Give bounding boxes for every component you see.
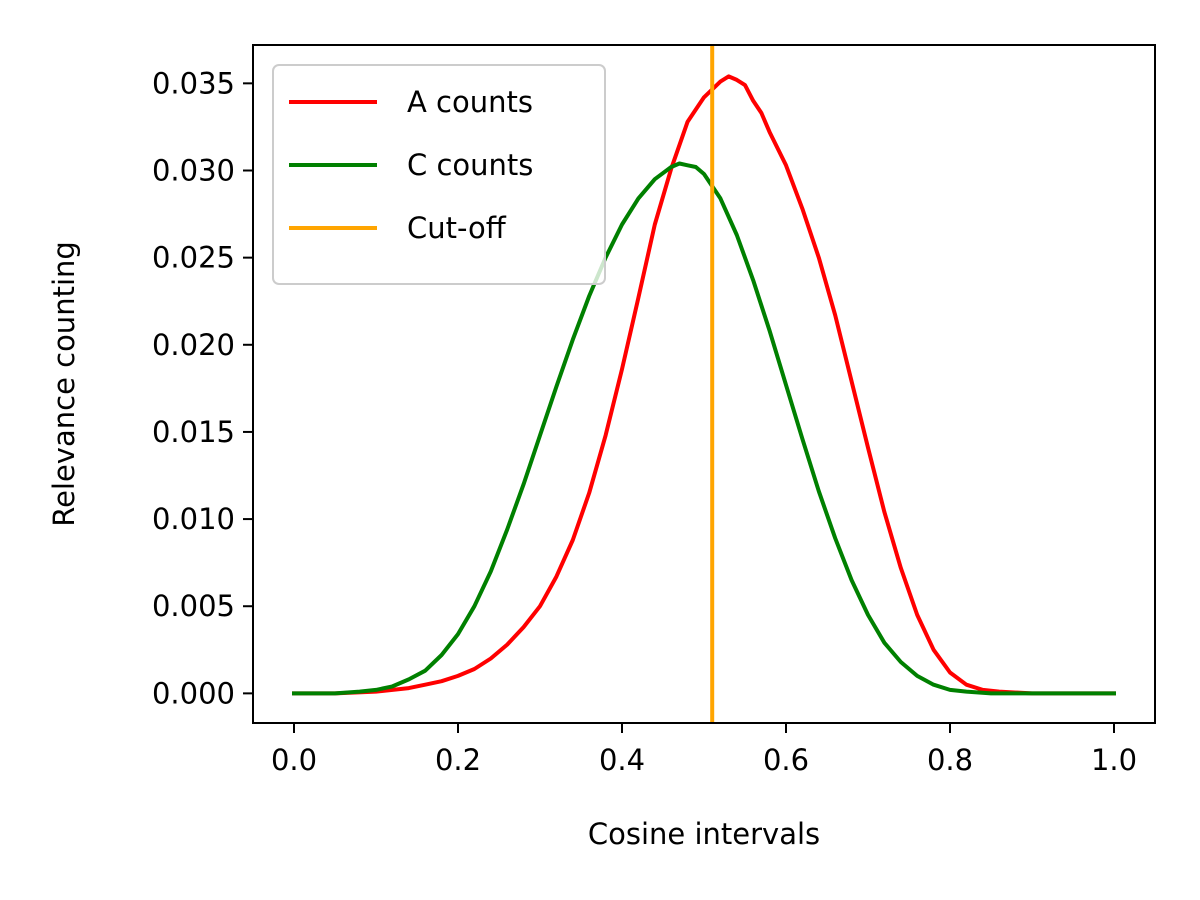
y-tick-label: 0.005 (152, 589, 235, 623)
y-tick-label: 0.030 (152, 153, 235, 187)
legend-label: C counts (407, 148, 533, 182)
series-line-c-counts (292, 161, 1116, 696)
y-tick-label: 0.035 (152, 66, 235, 100)
legend-label: Cut-off (407, 211, 507, 245)
x-tick-label: 0.0 (271, 743, 317, 777)
x-tick-label: 0.6 (763, 743, 809, 777)
plot-content (292, 45, 1116, 723)
y-tick-label: 0.025 (152, 241, 235, 275)
legend-label: A counts (407, 85, 533, 119)
x-tick-label: 1.0 (1091, 743, 1137, 777)
x-axis: 0.0 0.2 0.4 0.6 0.8 1.0 (271, 723, 1137, 777)
series-line-a-counts (292, 74, 1116, 696)
x-axis-label: Cosine intervals (588, 817, 820, 851)
y-tick-label: 0.010 (152, 502, 235, 536)
y-tick-label: 0.020 (152, 328, 235, 362)
legend: A counts C counts Cut-off (272, 64, 606, 285)
x-tick-label: 0.2 (435, 743, 481, 777)
y-tick-label: 0.000 (152, 676, 235, 710)
plot-frame (252, 44, 1156, 724)
x-tick-label: 0.4 (599, 743, 645, 777)
y-axis: 0.000 0.005 0.010 0.015 0.020 0.025 0.030 0.035 (152, 66, 253, 710)
y-axis-label: Relevance counting (47, 241, 81, 527)
x-tick-label: 0.8 (927, 743, 973, 777)
y-tick-label: 0.015 (152, 415, 235, 449)
